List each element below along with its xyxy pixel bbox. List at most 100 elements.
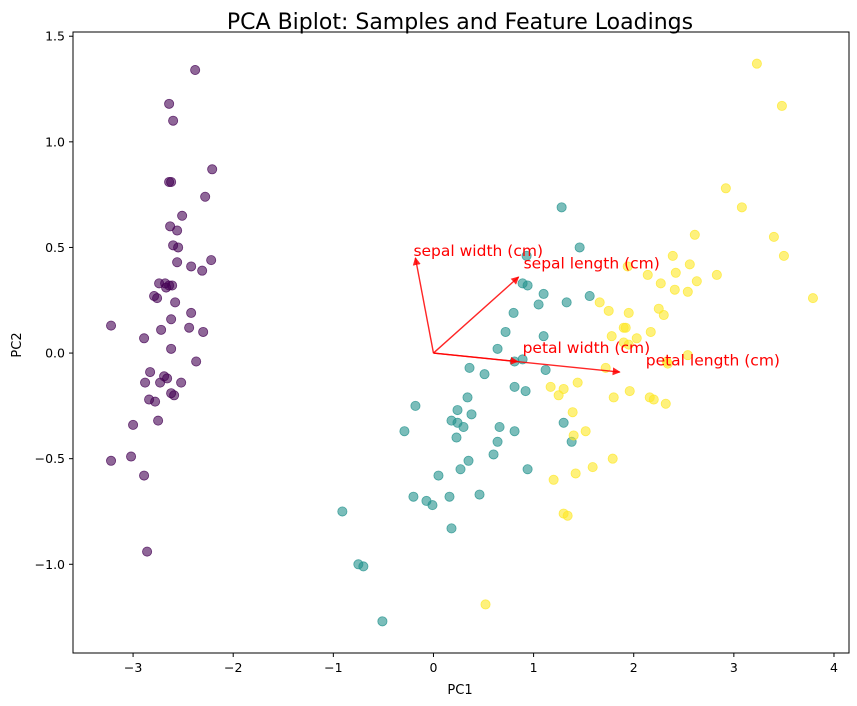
y-tick-label: 0.5: [45, 240, 65, 255]
loading-label: sepal width (cm): [413, 242, 543, 260]
loading-label: petal length (cm): [646, 352, 780, 370]
x-tick-label: 4: [830, 660, 838, 675]
data-point-series-1: [106, 455, 117, 466]
data-point-series-1: [165, 221, 176, 232]
data-point-series-2: [455, 464, 466, 475]
data-point-series-1: [150, 396, 161, 407]
data-point-series-3: [567, 407, 578, 418]
data-point-series-3: [548, 474, 559, 485]
data-point-series-2: [492, 343, 503, 354]
data-point-series-2: [452, 405, 463, 416]
data-point-series-2: [464, 362, 475, 373]
data-point-series-3: [669, 284, 680, 295]
scatter-points: [106, 58, 818, 627]
y-tick-label: 1.5: [45, 29, 65, 44]
data-point-series-3: [624, 386, 635, 397]
data-point-series-2: [556, 202, 567, 213]
data-point-series-3: [776, 100, 787, 111]
data-point-series-2: [509, 381, 520, 392]
data-point-series-2: [399, 426, 410, 437]
data-point-series-2: [574, 242, 585, 253]
data-point-series-2: [533, 299, 544, 310]
data-point-series-2: [521, 250, 532, 261]
loading-label: sepal length (cm): [524, 255, 660, 273]
x-axis-label: PC1: [447, 683, 472, 698]
data-point-series-2: [492, 436, 503, 447]
data-point-series-1: [145, 367, 156, 378]
data-point-series-1: [207, 164, 218, 175]
data-point-series-3: [562, 510, 573, 521]
data-point-series-1: [153, 415, 164, 426]
data-point-series-2: [458, 421, 469, 432]
data-point-series-3: [572, 377, 583, 388]
data-point-series-2: [479, 369, 490, 380]
data-point-series-3: [570, 468, 581, 479]
data-point-series-1: [140, 377, 151, 388]
data-point-series-1: [191, 356, 202, 367]
data-point-series-1: [164, 98, 175, 109]
data-point-series-1: [169, 390, 180, 401]
data-point-series-3: [662, 358, 673, 369]
data-point-series-3: [682, 350, 693, 361]
data-point-series-2: [433, 470, 444, 481]
data-point-series-1: [177, 210, 188, 221]
data-point-series-1: [166, 176, 177, 187]
data-point-series-3: [670, 267, 681, 278]
feature-loadings: sepal length (cm)sepal width (cm) petal l…: [412, 242, 780, 376]
data-point-series-3: [648, 394, 659, 405]
data-point-series-3: [603, 305, 614, 316]
data-point-series-3: [622, 261, 633, 272]
data-point-series-3: [658, 310, 669, 321]
data-point-series-1: [142, 546, 153, 557]
data-point-series-3: [587, 462, 598, 473]
axes: [72, 31, 850, 654]
data-point-series-1: [197, 265, 208, 276]
data-point-series-1: [184, 322, 195, 333]
data-point-series-3: [807, 293, 818, 304]
data-point-series-2: [408, 491, 419, 502]
x-tick-label: −2: [224, 660, 242, 675]
data-point-series-1: [139, 470, 150, 481]
data-point-series-3: [480, 599, 491, 610]
data-point-series-1: [126, 451, 137, 462]
data-point-series-1: [176, 377, 187, 388]
plot-frame: [72, 31, 850, 654]
loading-arrow: [412, 257, 435, 354]
data-point-series-3: [545, 381, 556, 392]
data-point-series-3: [720, 183, 731, 194]
data-point-series-2: [584, 291, 595, 302]
data-point-series-1: [172, 257, 183, 268]
data-point-series-2: [463, 455, 474, 466]
data-point-series-3: [778, 250, 789, 261]
y-axis-label: PC2: [10, 332, 25, 357]
data-point-series-3: [631, 333, 642, 344]
data-point-series-3: [689, 229, 700, 240]
data-point-series-1: [168, 115, 179, 126]
data-point-series-3: [620, 322, 631, 333]
data-point-series-1: [170, 297, 181, 308]
x-tick-label: 2: [630, 660, 638, 675]
data-point-series-3: [682, 286, 693, 297]
data-point-series-3: [645, 326, 656, 337]
x-tick-label: 3: [730, 660, 738, 675]
loading-arrow: [433, 352, 519, 365]
data-point-series-2: [508, 307, 519, 318]
data-point-series-3: [608, 392, 619, 403]
data-point-series-3: [623, 307, 634, 318]
loading-arrow: [432, 276, 520, 354]
data-point-series-3: [568, 430, 579, 441]
data-point-series-2: [451, 432, 462, 443]
loading-label: petal width (cm): [523, 339, 651, 357]
data-point-series-1: [200, 191, 211, 202]
x-tick-label: −1: [324, 660, 342, 675]
data-point-series-3: [667, 250, 678, 261]
data-point-series-2: [494, 421, 505, 432]
data-point-series-1: [206, 255, 217, 266]
data-point-series-2: [540, 364, 551, 375]
data-point-series-2: [488, 449, 499, 460]
data-point-series-1: [161, 282, 172, 293]
data-point-series-2: [444, 491, 455, 502]
data-point-series-2: [520, 386, 531, 397]
data-point-series-1: [128, 419, 139, 430]
